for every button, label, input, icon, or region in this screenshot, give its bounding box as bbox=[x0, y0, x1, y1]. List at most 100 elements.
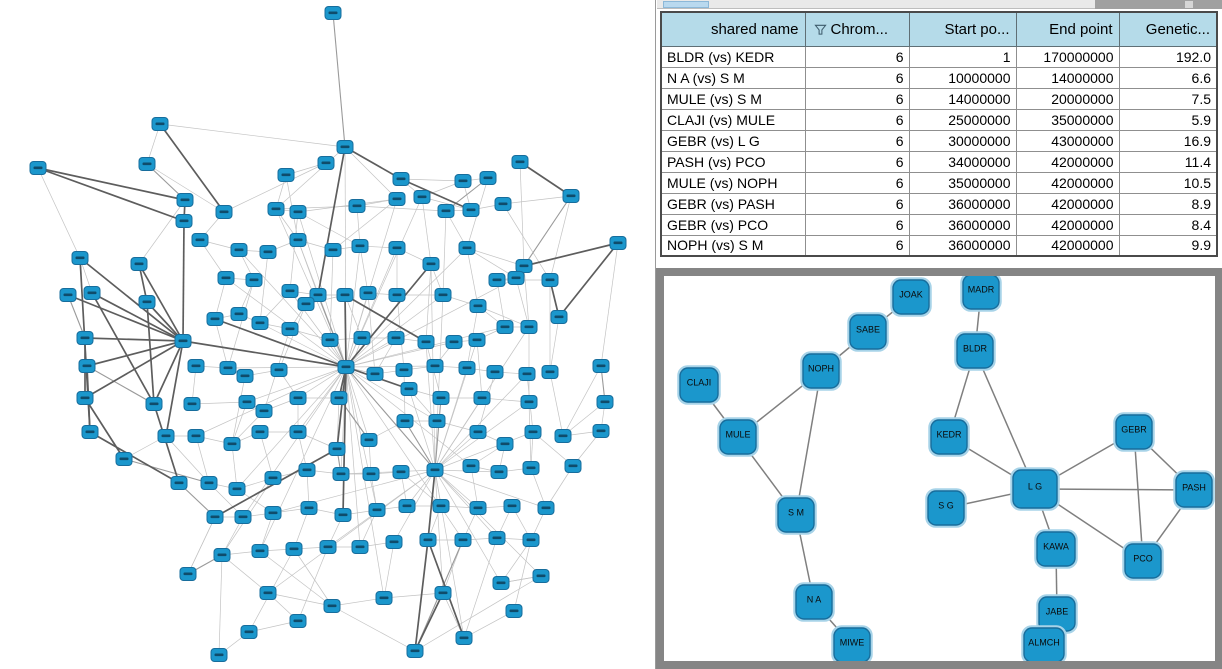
network-node[interactable] bbox=[289, 205, 307, 219]
network-node[interactable] bbox=[468, 333, 486, 347]
overview-network-canvas[interactable] bbox=[0, 0, 655, 669]
cell-end[interactable]: 42000000 bbox=[1015, 150, 1120, 173]
network-node[interactable] bbox=[426, 359, 444, 373]
network-node[interactable] bbox=[469, 299, 487, 313]
network-node[interactable] bbox=[462, 459, 480, 473]
network-node[interactable] bbox=[392, 172, 410, 186]
network-node[interactable] bbox=[432, 391, 450, 405]
cell-genetic[interactable]: 11.4 bbox=[1118, 150, 1218, 173]
cell-end[interactable]: 42000000 bbox=[1015, 171, 1120, 194]
network-node[interactable] bbox=[522, 461, 540, 475]
subnetwork-node[interactable]: PASH bbox=[1173, 470, 1215, 510]
table-row[interactable]: BLDR (vs) KEDR 6 1 170000000 192.0 bbox=[660, 45, 1218, 68]
network-node[interactable] bbox=[532, 569, 550, 583]
network-node[interactable] bbox=[492, 576, 510, 590]
network-node[interactable] bbox=[157, 429, 175, 443]
network-node[interactable] bbox=[230, 307, 248, 321]
network-node[interactable] bbox=[217, 271, 235, 285]
network-node[interactable] bbox=[289, 391, 307, 405]
network-node[interactable] bbox=[511, 155, 529, 169]
network-node[interactable] bbox=[454, 533, 472, 547]
network-node[interactable] bbox=[432, 499, 450, 513]
subnetwork-node[interactable]: BLDR bbox=[954, 331, 996, 371]
network-node[interactable] bbox=[297, 297, 315, 311]
network-node[interactable] bbox=[496, 437, 514, 451]
network-node[interactable] bbox=[486, 365, 504, 379]
network-node[interactable] bbox=[518, 367, 536, 381]
network-node[interactable] bbox=[554, 429, 572, 443]
cell-start[interactable]: 14000000 bbox=[908, 87, 1017, 110]
network-node[interactable] bbox=[336, 288, 354, 302]
column-header-start-position[interactable]: Start po... bbox=[908, 11, 1017, 47]
network-node[interactable] bbox=[351, 540, 369, 554]
network-node[interactable] bbox=[609, 236, 627, 250]
network-node[interactable] bbox=[387, 331, 405, 345]
network-node[interactable] bbox=[255, 404, 273, 418]
cell-name[interactable]: MULE (vs) S M bbox=[660, 87, 806, 110]
network-node[interactable] bbox=[392, 465, 410, 479]
table-row[interactable]: MULE (vs) NOPH 6 35000000 42000000 10.5 bbox=[660, 171, 1218, 194]
table-row[interactable]: CLAJI (vs) MULE 6 25000000 35000000 5.9 bbox=[660, 108, 1218, 131]
network-node[interactable] bbox=[524, 425, 542, 439]
cell-start[interactable]: 35000000 bbox=[908, 171, 1017, 194]
network-node[interactable] bbox=[281, 284, 299, 298]
network-node[interactable] bbox=[348, 199, 366, 213]
network-node[interactable] bbox=[151, 117, 169, 131]
subnetwork-node[interactable]: MIWE bbox=[831, 625, 873, 662]
network-node[interactable] bbox=[426, 463, 444, 477]
network-node[interactable] bbox=[191, 233, 209, 247]
network-node[interactable] bbox=[321, 333, 339, 347]
cell-name[interactable]: PASH (vs) PCO bbox=[660, 150, 806, 173]
network-node[interactable] bbox=[596, 395, 614, 409]
subnetwork-node[interactable]: PCO bbox=[1122, 541, 1164, 581]
cell-genetic[interactable]: 8.4 bbox=[1118, 213, 1218, 236]
network-node[interactable] bbox=[522, 533, 540, 547]
network-node[interactable] bbox=[298, 463, 316, 477]
subnetwork-node[interactable]: NOPH bbox=[800, 351, 842, 391]
network-node[interactable] bbox=[187, 359, 205, 373]
network-node[interactable] bbox=[183, 397, 201, 411]
network-node[interactable] bbox=[187, 429, 205, 443]
cell-end[interactable]: 35000000 bbox=[1015, 108, 1120, 131]
table-row[interactable]: N A (vs) S M 6 10000000 14000000 6.6 bbox=[660, 66, 1218, 89]
network-node[interactable] bbox=[323, 599, 341, 613]
subnetwork-node[interactable]: S M bbox=[775, 495, 817, 535]
network-node[interactable] bbox=[490, 465, 508, 479]
network-node[interactable] bbox=[324, 6, 342, 20]
cell-end[interactable]: 42000000 bbox=[1015, 192, 1120, 215]
network-node[interactable] bbox=[281, 322, 299, 336]
network-node[interactable] bbox=[359, 286, 377, 300]
network-node[interactable] bbox=[130, 257, 148, 271]
cell-genetic[interactable]: 16.9 bbox=[1118, 129, 1218, 152]
cell-start[interactable]: 36000000 bbox=[908, 192, 1017, 215]
network-node[interactable] bbox=[398, 499, 416, 513]
network-node[interactable] bbox=[309, 288, 327, 302]
network-node[interactable] bbox=[505, 604, 523, 618]
network-node[interactable] bbox=[388, 288, 406, 302]
network-node[interactable] bbox=[138, 157, 156, 171]
network-node[interactable] bbox=[413, 190, 431, 204]
network-node[interactable] bbox=[428, 414, 446, 428]
network-node[interactable] bbox=[337, 360, 355, 374]
network-node[interactable] bbox=[362, 467, 380, 481]
network-node[interactable] bbox=[264, 471, 282, 485]
network-node[interactable] bbox=[234, 510, 252, 524]
subnetwork-node[interactable]: MADR bbox=[960, 276, 1002, 312]
network-node[interactable] bbox=[388, 192, 406, 206]
subnetwork-node[interactable]: SABE bbox=[847, 312, 889, 352]
column-header-genetic[interactable]: Genetic... bbox=[1118, 11, 1218, 47]
cell-genetic[interactable]: 10.5 bbox=[1118, 171, 1218, 194]
network-node[interactable] bbox=[259, 245, 277, 259]
network-node[interactable] bbox=[210, 648, 228, 662]
subnetwork-node[interactable]: KEDR bbox=[928, 417, 970, 457]
network-node[interactable] bbox=[488, 273, 506, 287]
network-node[interactable] bbox=[417, 335, 435, 349]
cell-start[interactable]: 10000000 bbox=[908, 66, 1017, 89]
cell-end[interactable]: 42000000 bbox=[1015, 213, 1120, 236]
network-node[interactable] bbox=[473, 391, 491, 405]
network-node[interactable] bbox=[454, 174, 472, 188]
network-node[interactable] bbox=[458, 241, 476, 255]
cell-genetic[interactable]: 9.9 bbox=[1118, 234, 1218, 257]
network-node[interactable] bbox=[422, 257, 440, 271]
network-node[interactable] bbox=[251, 425, 269, 439]
